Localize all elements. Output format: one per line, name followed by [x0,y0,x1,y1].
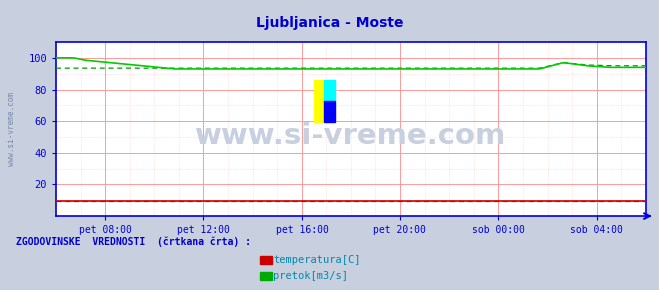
Text: Ljubljanica - Moste: Ljubljanica - Moste [256,16,403,30]
Text: pretok[m3/s]: pretok[m3/s] [273,271,349,281]
Bar [324,101,335,122]
Text: temperatura[C]: temperatura[C] [273,255,361,265]
Text: www.si-vreme.com: www.si-vreme.com [195,122,507,150]
Bar [324,80,335,101]
Bar [314,80,324,122]
Text: www.si-vreme.com: www.si-vreme.com [7,92,16,166]
Text: ZGODOVINSKE  VREDNOSTI  (črtkana črta) :: ZGODOVINSKE VREDNOSTI (črtkana črta) : [16,237,252,247]
